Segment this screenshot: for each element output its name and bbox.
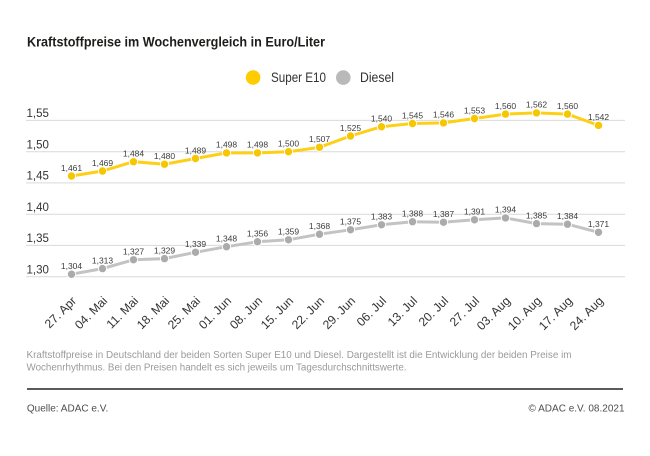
svg-text:1,375: 1,375	[340, 217, 362, 227]
svg-text:1,498: 1,498	[216, 140, 238, 150]
svg-text:1,560: 1,560	[557, 101, 579, 111]
svg-text:1,489: 1,489	[185, 145, 207, 155]
svg-text:1,356: 1,356	[247, 229, 269, 239]
svg-text:Kraftstoffpreise im Wochenverg: Kraftstoffpreise im Wochenvergleich in E…	[27, 33, 325, 49]
svg-text:1,371: 1,371	[588, 219, 610, 229]
svg-text:1,40: 1,40	[27, 202, 49, 214]
svg-text:Diesel: Diesel	[360, 70, 394, 85]
svg-text:1,45: 1,45	[27, 171, 49, 183]
svg-text:1,368: 1,368	[309, 221, 331, 231]
svg-text:1,327: 1,327	[123, 247, 145, 257]
svg-text:Quelle: ADAC e.V.: Quelle: ADAC e.V.	[27, 404, 108, 415]
svg-text:1,394: 1,394	[495, 205, 517, 215]
svg-text:1,498: 1,498	[247, 140, 269, 150]
svg-text:1,384: 1,384	[557, 211, 579, 221]
svg-text:1,55: 1,55	[27, 108, 49, 120]
svg-text:1,30: 1,30	[27, 265, 49, 277]
svg-text:1,507: 1,507	[309, 134, 331, 144]
svg-text:1,387: 1,387	[433, 209, 455, 219]
svg-text:1,50: 1,50	[27, 140, 49, 152]
svg-text:1,545: 1,545	[402, 110, 424, 120]
svg-text:Kraftstoffpreise in Deutschlan: Kraftstoffpreise in Deutschland der beid…	[27, 350, 572, 361]
svg-text:1,359: 1,359	[278, 227, 300, 237]
svg-text:1,500: 1,500	[278, 139, 300, 149]
svg-text:1,480: 1,480	[154, 151, 176, 161]
svg-text:Super E10: Super E10	[271, 70, 326, 85]
svg-text:1,461: 1,461	[61, 163, 83, 173]
svg-text:1,525: 1,525	[340, 123, 362, 133]
svg-text:1,35: 1,35	[27, 233, 49, 245]
svg-text:1,383: 1,383	[371, 212, 393, 222]
svg-text:1,542: 1,542	[588, 112, 610, 122]
svg-text:1,469: 1,469	[92, 158, 114, 168]
svg-text:1,348: 1,348	[216, 234, 238, 244]
svg-text:1,484: 1,484	[123, 149, 145, 159]
svg-text:1,385: 1,385	[526, 210, 548, 220]
svg-text:1,553: 1,553	[464, 105, 486, 115]
svg-text:1,391: 1,391	[464, 207, 486, 217]
svg-text:1,540: 1,540	[371, 114, 393, 124]
svg-text:1,313: 1,313	[92, 255, 114, 265]
svg-text:1,560: 1,560	[495, 101, 517, 111]
svg-text:1,304: 1,304	[61, 261, 83, 271]
svg-text:1,388: 1,388	[402, 209, 424, 219]
svg-text:1,329: 1,329	[154, 245, 176, 255]
svg-text:1,339: 1,339	[185, 239, 207, 249]
svg-text:1,562: 1,562	[526, 100, 548, 110]
svg-text:© ADAC e.V. 08.2021: © ADAC e.V. 08.2021	[529, 404, 625, 415]
svg-text:Wochenrhythmus. Bei den Preise: Wochenrhythmus. Bei den Preisen handelt …	[27, 363, 407, 374]
svg-text:1,546: 1,546	[433, 110, 455, 120]
